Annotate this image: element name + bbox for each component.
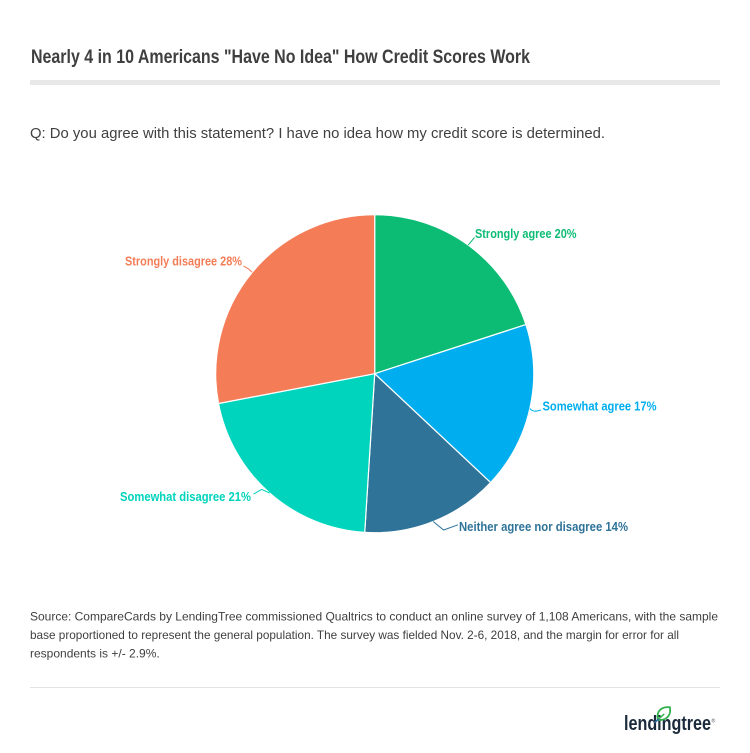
- svg-text:Q: Do you agree with this stat: Q: Do you agree with this statement? I h…: [30, 126, 605, 142]
- svg-text:®: ®: [712, 718, 716, 725]
- svg-text:Somewhat agree 17%: Somewhat agree 17%: [543, 399, 657, 414]
- svg-text:Nearly 4 in 10 Americans "Have: Nearly 4 in 10 Americans "Have No Idea" …: [31, 47, 530, 68]
- svg-text:Strongly agree 20%: Strongly agree 20%: [475, 226, 577, 241]
- svg-text:respondents is +/- 2.9%.: respondents is +/- 2.9%.: [30, 647, 160, 661]
- svg-text:Source: CompareCards by Lendin: Source: CompareCards by LendingTree comm…: [30, 609, 718, 623]
- svg-text:lendingtree: lendingtree: [624, 713, 711, 735]
- svg-text:Neither agree nor disagree 14%: Neither agree nor disagree 14%: [459, 519, 628, 534]
- svg-text:base proportioned to represent: base proportioned to represent the gener…: [30, 628, 679, 642]
- svg-text:Somewhat disagree 21%: Somewhat disagree 21%: [120, 489, 251, 504]
- svg-text:Strongly disagree 28%: Strongly disagree 28%: [125, 254, 242, 269]
